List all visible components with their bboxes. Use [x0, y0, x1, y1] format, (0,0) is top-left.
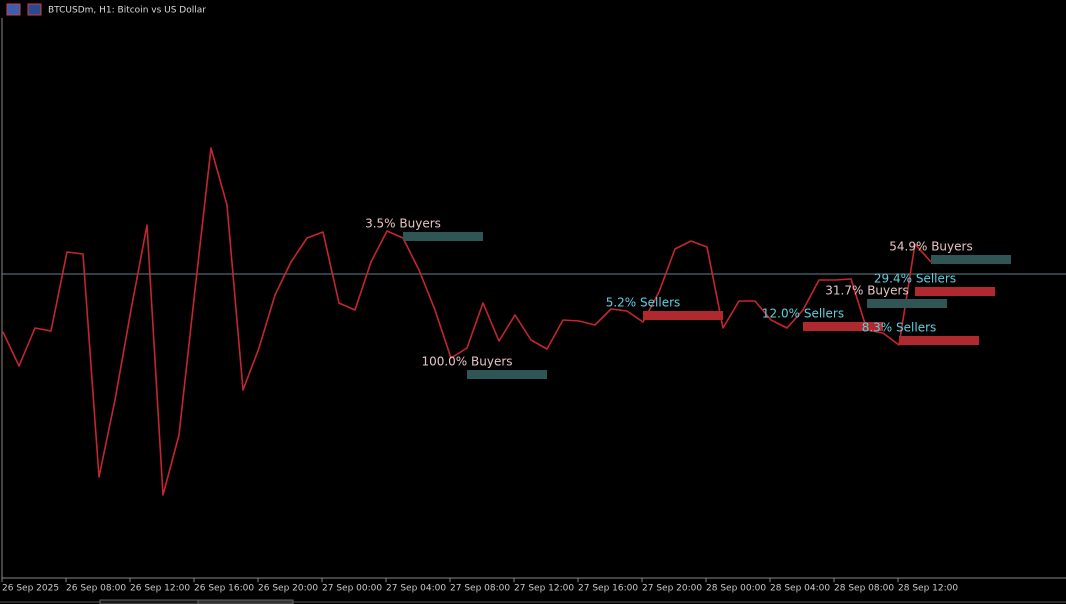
x-tick-label: 27 Sep 08:00 — [450, 584, 510, 594]
x-tick-label: 26 Sep 08:00 — [66, 584, 126, 594]
plot: 26 Sep 2025 26 Sep 08:00 26 Sep 12:00 26 Se… — [1, 147, 1066, 594]
annotation-bar — [899, 336, 979, 345]
x-tick-label: 28 Sep 00:00 — [706, 584, 766, 594]
annotation-label: 3.5% Buyers — [365, 217, 441, 231]
annotation-bar — [803, 322, 883, 331]
annotation-bar — [403, 232, 483, 241]
annotation-label: 5.2% Sellers — [606, 296, 681, 310]
x-tick-label: 27 Sep 04:00 — [386, 584, 446, 594]
x-tick-label: 26 Sep 20:00 — [258, 584, 318, 594]
annotation-label: 31.7% Buyers — [825, 284, 908, 298]
x-tick-label: 27 Sep 20:00 — [642, 584, 702, 594]
menu-icon[interactable] — [6, 3, 21, 16]
x-tick-label: 28 Sep 04:00 — [770, 584, 830, 594]
x-tick-label: 27 Sep 00:00 — [322, 584, 382, 594]
annotation-label: 12.0% Sellers — [762, 307, 844, 321]
x-tick-label: 27 Sep 12:00 — [514, 584, 574, 594]
annotation-label: 54.9% Buyers — [889, 240, 972, 254]
x-tick-label: 28 Sep 12:00 — [898, 584, 958, 594]
x-tick-label: 28 Sep 08:00 — [834, 584, 894, 594]
tab[interactable] — [99, 599, 199, 604]
chart-title: BTCUSDm, H1: Bitcoin vs US Dollar — [48, 6, 206, 16]
price-line — [2, 147, 932, 496]
annotation-bar — [643, 311, 723, 320]
annotation-label: 8.3% Sellers — [862, 321, 937, 335]
x-tick-label: 27 Sep 16:00 — [578, 584, 638, 594]
x-tick-label: 26 Sep 2025 — [2, 584, 59, 594]
annotation-bar — [467, 370, 547, 379]
x-tick-label: 26 Sep 16:00 — [194, 584, 254, 594]
annotation-bar — [931, 255, 1011, 264]
annotation-label: 100.0% Buyers — [421, 355, 512, 369]
chart-icon[interactable] — [27, 3, 42, 16]
annotation-bar — [915, 287, 995, 296]
annotation-label: 29.4% Sellers — [874, 272, 956, 286]
tab[interactable] — [197, 599, 294, 604]
annotation-bar — [867, 299, 947, 308]
x-tick-label: 26 Sep 12:00 — [130, 584, 190, 594]
